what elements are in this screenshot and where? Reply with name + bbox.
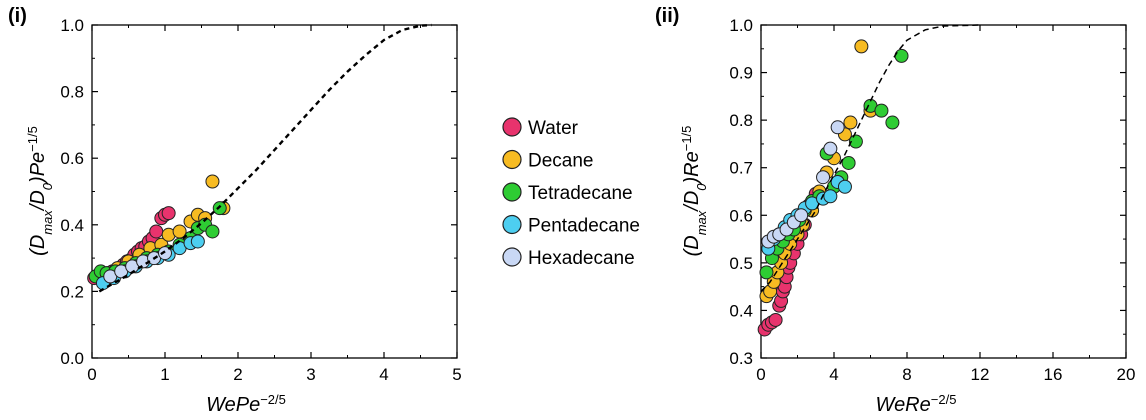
marker-hexadecane [816, 170, 831, 185]
x-tick-label: 3 [306, 365, 315, 384]
y-tick-label: 0.8 [60, 83, 84, 102]
plot-area-i [91, 24, 458, 359]
marker-hexadecane [158, 246, 172, 261]
marker-pentadecane [823, 189, 838, 204]
y-tick-label: 0.6 [60, 149, 84, 168]
marker-tetradecane [759, 265, 774, 280]
x-axis-label-i: WePe−2/5 [206, 392, 286, 417]
legend-label-pentadecane: Pentadecane [528, 216, 640, 237]
legend-swatch-hexadecane [502, 247, 522, 267]
markers-ii [757, 24, 981, 337]
x-tick-label: 4 [829, 365, 838, 384]
y-label-part: )Pe [27, 152, 49, 185]
y-label-sup: −1/5 [25, 126, 40, 152]
legend-swatch-water [502, 117, 522, 137]
panel-i-label: (i) [8, 5, 27, 27]
marker-water [768, 312, 783, 327]
x-tick-label: 16 [1044, 365, 1063, 384]
y-tick-label: 1.0 [729, 16, 753, 35]
y-axis-label-ii: (Dmax/D0)Re−1/5 [679, 126, 709, 257]
markers-i [87, 23, 432, 293]
y-label-sub: 0 [694, 183, 709, 191]
marker-tetradecane [841, 155, 856, 170]
y-tick-label: 0.0 [60, 349, 84, 368]
model-curve [98, 23, 432, 293]
x-axis-label-main: WeRe [876, 394, 931, 416]
y-tick-label: 0.4 [729, 301, 753, 320]
y-tick-label: 0.7 [729, 159, 753, 178]
legend: Water Decane Tetradecane Pentadecane Hexadec… [502, 117, 640, 269]
panel-ii: (ii) 0 4 8 12 16 20 0.30.40.50.60.70.80.91.0 … [655, 5, 1135, 416]
marker-decane [854, 39, 869, 54]
y-axis-label-i: (Dmax/D0)Pe−1/5 [25, 126, 55, 256]
y-tick-label: 0.5 [729, 254, 753, 273]
marker-tetradecane [874, 103, 889, 118]
panel-ii-label: (ii) [655, 5, 679, 27]
y-ticks-i: 0.0 0.2 0.4 0.6 0.8 1.0 [60, 16, 457, 368]
y-tick-label: 0.6 [729, 206, 753, 225]
y-label-part: )Re [681, 151, 703, 185]
x-tick-label: 8 [902, 365, 911, 384]
legend-label-tetradecane: Tetradecane [528, 183, 633, 204]
marker-decane [205, 174, 220, 189]
marker-pentadecane [190, 234, 205, 249]
marker-pentadecane [837, 179, 852, 194]
y-label-part: /D [27, 190, 49, 212]
marker-water [161, 206, 176, 221]
legend-label-hexadecane: Hexadecane [528, 248, 635, 269]
x-axis-label-sup: −2/5 [260, 392, 286, 407]
marker-tetradecane [205, 224, 220, 239]
marker-tetradecane [885, 115, 900, 130]
y-tick-label: 1.0 [60, 16, 84, 35]
legend-swatch-pentadecane [502, 214, 522, 235]
legend-label-water: Water [528, 118, 579, 139]
x-axis-label-main: WePe [206, 394, 260, 416]
y-label-part: (D [681, 235, 703, 256]
marker-tetradecane [894, 48, 909, 63]
panel-i: (i) 0 1 2 3 4 5 0.0 0.2 0.4 0.6 0.8 1.0 WePe−2/5 (… [8, 5, 462, 416]
marker-tetradecane [848, 134, 863, 149]
y-label-sub: max [40, 210, 55, 235]
x-tick-label: 2 [233, 365, 242, 384]
y-ticks-ii: 0.3 0.4 0.5 0.6 0.7 0.8 0.9 1.0 [729, 16, 1126, 368]
marker-hexadecane [823, 141, 838, 156]
y-tick-label: 0.3 [729, 349, 753, 368]
marker-decane [843, 115, 858, 130]
x-tick-label: 0 [756, 365, 765, 384]
x-tick-label: 20 [1117, 365, 1136, 384]
marker-water [149, 224, 164, 239]
y-tick-label: 0.8 [729, 111, 753, 130]
x-tick-label: 12 [971, 365, 990, 384]
marker-hexadecane [830, 120, 845, 135]
x-ticks-ii: 0 4 8 12 16 20 [756, 25, 1135, 384]
x-ticks-i: 0 1 2 3 4 5 [87, 25, 462, 384]
y-label-sub: 0 [40, 182, 55, 190]
legend-swatch-decane [502, 149, 522, 170]
legend-swatch-tetradecane [502, 182, 522, 202]
marker-hexadecane [794, 208, 809, 223]
x-axis-label-ii: WeRe−2/5 [876, 392, 957, 417]
x-tick-label: 5 [452, 365, 461, 384]
y-tick-label: 0.4 [60, 216, 84, 235]
x-tick-label: 0 [87, 365, 96, 384]
y-label-part: /D [681, 191, 703, 213]
y-tick-label: 0.9 [729, 64, 753, 83]
x-axis-label-sup: −2/5 [931, 392, 957, 407]
y-label-sub: max [694, 210, 709, 235]
x-tick-label: 4 [379, 365, 388, 384]
y-tick-label: 0.2 [60, 282, 84, 301]
y-label-sup: −1/5 [679, 126, 694, 152]
legend-label-decane: Decane [528, 151, 594, 172]
x-tick-label: 1 [160, 365, 169, 384]
y-label-part: (D [27, 235, 49, 256]
